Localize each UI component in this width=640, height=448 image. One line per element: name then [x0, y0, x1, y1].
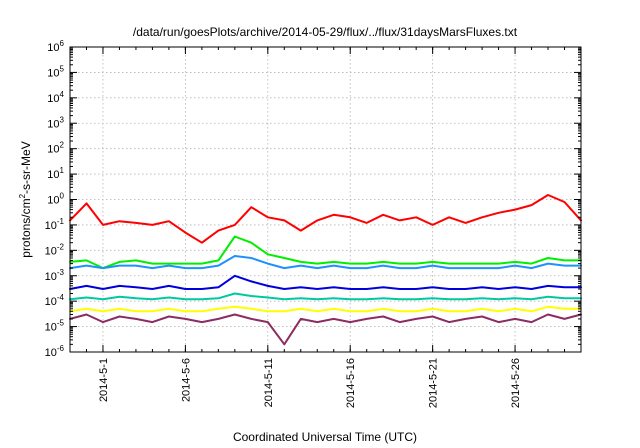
y-tick-base: 10 [45, 220, 57, 232]
y-tick-base: 10 [47, 169, 59, 181]
y-tick-label: 102 [47, 141, 64, 156]
y-tick-base: 10 [47, 42, 59, 54]
y-tick-label: 10-2 [45, 242, 65, 257]
chart-title: /data/run/goesPlots/archive/2014-05-29/f… [133, 25, 518, 39]
y-tick-exponent: 3 [60, 115, 65, 124]
y-tick-exponent: 0 [60, 192, 65, 201]
x-tick-label: 2014-5-26 [510, 358, 522, 408]
y-tick-base: 10 [45, 271, 57, 283]
y-tick-exponent: 2 [60, 141, 65, 150]
y-tick-exponent: -5 [57, 319, 65, 328]
y-axis-title: protons/cm2-s-sr-MeV [18, 141, 33, 257]
y-tick-exponent: 6 [60, 39, 65, 48]
y-tick-base: 10 [47, 144, 59, 156]
y-tick-label: 10-1 [45, 217, 65, 232]
series-line [69, 305, 582, 313]
y-tick-label: 105 [47, 64, 64, 79]
y-tick-label: 101 [47, 166, 64, 181]
y-tick-exponent: -6 [57, 344, 65, 353]
series-line [69, 235, 582, 270]
y-tick-label: 10-3 [45, 268, 65, 283]
y-tick-label: 10-4 [45, 293, 65, 308]
y-tick-label: 106 [47, 39, 64, 54]
y-tick-base: 10 [45, 347, 57, 359]
x-tick-label: 2014-5-6 [180, 358, 192, 402]
series-layer [69, 194, 582, 346]
y-axis-title-prefix: protons/cm [19, 198, 33, 257]
y-tick-base: 10 [47, 67, 59, 79]
y-axis-title-exponent: 2 [18, 193, 27, 198]
plot-frame [69, 46, 582, 353]
grid [70, 47, 581, 352]
y-tick-exponent: 1 [60, 166, 65, 175]
x-tick-label: 2014-5-21 [428, 358, 440, 408]
y-tick-base: 10 [45, 296, 57, 308]
y-tick-exponent: -3 [57, 268, 65, 277]
y-axis-title-suffix: -s-sr-MeV [19, 141, 33, 194]
x-tick-label: 2014-5-1 [98, 358, 110, 402]
x-ticks: 2014-5-1 2014-5-6 2014-5-11 2014-5-16 2014-5… [69, 47, 582, 408]
y-tick-exponent: 4 [60, 90, 65, 99]
x-axis-title: Coordinated Universal Time (UTC) [233, 430, 417, 444]
y-tick-base: 10 [47, 118, 59, 130]
series-line [69, 292, 582, 301]
y-tick-base: 10 [47, 195, 59, 207]
series-line [69, 313, 582, 346]
y-tick-label: 10-5 [45, 319, 65, 334]
y-tick-exponent: -1 [57, 217, 65, 226]
x-tick-label: 2014-5-11 [263, 358, 275, 407]
series-line [69, 194, 582, 244]
y-tick-base: 10 [45, 322, 57, 334]
y-tick-exponent: 5 [60, 64, 65, 73]
y-tick-label: 103 [47, 115, 64, 130]
series-line [69, 274, 582, 290]
series-line [69, 255, 582, 270]
y-tick-label: 100 [47, 192, 64, 207]
y-tick-base: 10 [47, 93, 59, 105]
y-tick-exponent: -4 [57, 293, 65, 302]
x-tick-label: 2014-5-16 [345, 358, 357, 408]
y-tick-exponent: -2 [57, 242, 65, 251]
y-tick-label: 104 [47, 90, 64, 105]
y-tick-base: 10 [45, 245, 57, 257]
y-tick-label: 10-6 [45, 344, 65, 359]
